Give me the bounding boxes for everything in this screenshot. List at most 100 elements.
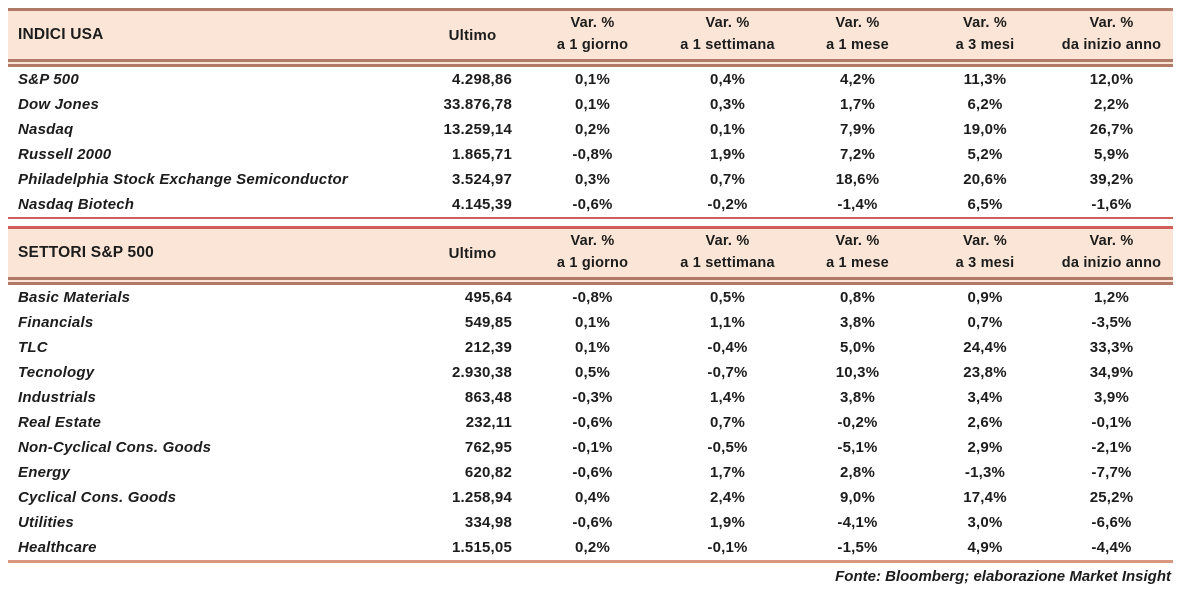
table-row: Industrials 863,48 -0,3% 1,4% 3,8% 3,4% 3,9% xyxy=(8,385,1173,410)
row-name: Basic Materials xyxy=(18,289,131,306)
var-value-0: 0,4% xyxy=(575,489,610,506)
var-value-2: 4,2% xyxy=(840,71,875,88)
ultimo-value: 212,39 xyxy=(464,339,512,356)
row-name: Dow Jones xyxy=(18,96,99,113)
row-name: Nasdaq Biotech xyxy=(18,196,135,213)
var-value-0: -0,6% xyxy=(572,414,613,431)
var-value-2: 3,8% xyxy=(840,314,875,331)
var-value-2: 2,8% xyxy=(840,464,875,481)
var-value-1: -0,1% xyxy=(707,539,748,556)
var-value-0: 0,1% xyxy=(575,96,610,113)
var-value-2: 18,6% xyxy=(835,171,880,188)
var-value-0: -0,6% xyxy=(572,196,613,213)
var-value-0: -0,3% xyxy=(572,389,613,406)
var-value-3: 6,2% xyxy=(967,96,1003,113)
table-row: S&P 500 4.298,86 0,1% 0,4% 4,2% 11,3% 12,0% xyxy=(8,67,1173,92)
var-value-1: 2,4% xyxy=(710,489,745,506)
var-value-2: -5,1% xyxy=(837,439,878,456)
var-value-4: 5,9% xyxy=(1094,146,1129,163)
var-label-line1: Var. % xyxy=(835,233,880,250)
var-value-0: -0,8% xyxy=(572,146,613,163)
var-value-2: -1,5% xyxy=(837,539,878,556)
col-header-var-1-mese: Var. % a 1 mese xyxy=(795,231,920,275)
var-value-0: -0,1% xyxy=(572,439,613,456)
row-name: Non-Cyclical Cons. Goods xyxy=(18,439,212,456)
row-name: Nasdaq xyxy=(18,121,74,138)
ultimo-value: 334,98 xyxy=(464,514,512,531)
col-header-ultimo: Ultimo xyxy=(448,26,497,44)
var-label-line2: da inizio anno xyxy=(1061,37,1162,53)
col-header-var-1-settimana: Var. % a 1 settimana xyxy=(660,13,795,57)
var-value-2: -4,1% xyxy=(837,514,878,531)
row-name: Tecnology xyxy=(18,364,95,381)
var-value-2: 0,8% xyxy=(840,289,875,306)
var-value-3: 24,4% xyxy=(963,339,1007,356)
var-label-line1: Var. % xyxy=(570,233,615,250)
source-note: Fonte: Bloomberg; elaborazione Market In… xyxy=(835,568,1171,585)
var-label-line1: Var. % xyxy=(705,233,750,250)
var-value-1: 0,7% xyxy=(710,414,745,431)
var-value-4: -4,4% xyxy=(1091,539,1132,556)
var-label-line2: da inizio anno xyxy=(1061,255,1162,271)
table-row: Russell 2000 1.865,71 -0,8% 1,9% 7,2% 5,2% 5,9… xyxy=(8,142,1173,167)
indici-usa-table: INDICI USA Ultimo Var. % a 1 giorno Var.… xyxy=(8,8,1173,219)
col-header-var-1-mese: Var. % a 1 mese xyxy=(795,13,920,57)
var-value-1: 1,4% xyxy=(710,389,745,406)
var-value-0: 0,5% xyxy=(575,364,610,381)
table-title: SETTORI S&P 500 xyxy=(18,244,154,261)
settori-sp500-table: SETTORI S&P 500 Ultimo Var. % a 1 giorno… xyxy=(8,226,1173,563)
var-label-line2: a 1 mese xyxy=(826,255,889,271)
ultimo-value: 1.515,05 xyxy=(452,539,512,556)
col-header-var-3-mesi: Var. % a 3 mesi xyxy=(920,13,1050,57)
var-value-0: 0,1% xyxy=(575,314,610,331)
ultimo-value: 4.298,86 xyxy=(452,71,512,88)
var-value-3: 17,4% xyxy=(963,489,1007,506)
table-row: Nasdaq Biotech 4.145,39 -0,6% -0,2% -1,4% 6,5… xyxy=(8,192,1173,217)
var-value-2: 10,3% xyxy=(835,364,880,381)
var-value-4: -6,6% xyxy=(1091,514,1132,531)
table-row: Utilities 334,98 -0,6% 1,9% -4,1% 3,0% -6,6% xyxy=(8,510,1173,535)
var-value-2: 7,2% xyxy=(840,146,875,163)
var-value-2: -1,4% xyxy=(837,196,878,213)
row-name: Philadelphia Stock Exchange Semiconducto… xyxy=(18,171,348,188)
var-value-2: 9,0% xyxy=(840,489,875,506)
var-value-0: -0,6% xyxy=(572,514,613,531)
row-name: Energy xyxy=(18,464,71,481)
var-label-line1: Var. % xyxy=(570,15,615,32)
var-value-3: 2,6% xyxy=(967,414,1003,431)
var-value-2: 3,8% xyxy=(840,389,875,406)
var-label-line2: a 1 giorno xyxy=(556,37,629,53)
col-header-var-inizio-anno: Var. % da inizio anno xyxy=(1050,231,1173,275)
var-value-1: 0,4% xyxy=(710,71,745,88)
var-value-3: 0,7% xyxy=(967,314,1003,331)
var-value-1: 1,7% xyxy=(710,464,745,481)
table-row: Nasdaq 13.259,14 0,2% 0,1% 7,9% 19,0% 26,7% xyxy=(8,117,1173,142)
var-value-1: -0,7% xyxy=(707,364,748,381)
var-value-2: 1,7% xyxy=(840,96,875,113)
var-value-0: -0,6% xyxy=(572,464,613,481)
col-header-var-3-mesi: Var. % a 3 mesi xyxy=(920,231,1050,275)
var-value-0: 0,2% xyxy=(575,121,610,138)
table-row: Philadelphia Stock Exchange Semiconducto… xyxy=(8,167,1173,192)
var-value-3: -1,3% xyxy=(964,464,1006,481)
ultimo-value: 1.865,71 xyxy=(452,146,512,163)
ultimo-value: 549,85 xyxy=(464,314,512,331)
var-value-3: 19,0% xyxy=(963,121,1007,138)
var-label-line1: Var. % xyxy=(963,233,1007,250)
var-label-line1: Var. % xyxy=(1089,233,1134,250)
var-value-1: 1,9% xyxy=(710,146,745,163)
var-value-3: 2,9% xyxy=(967,439,1003,456)
var-value-4: -2,1% xyxy=(1091,439,1132,456)
var-label-line2: a 3 mesi xyxy=(955,255,1015,271)
var-value-1: -0,4% xyxy=(707,339,748,356)
table-row: Tecnology 2.930,38 0,5% -0,7% 10,3% 23,8% 34,9… xyxy=(8,360,1173,385)
row-name: TLC xyxy=(18,339,48,356)
col-header-var-inizio-anno: Var. % da inizio anno xyxy=(1050,13,1173,57)
var-value-2: -0,2% xyxy=(837,414,878,431)
row-name: Cyclical Cons. Goods xyxy=(18,489,177,506)
table-row: Dow Jones 33.876,78 0,1% 0,3% 1,7% 6,2% 2,2% xyxy=(8,92,1173,117)
ultimo-value: 495,64 xyxy=(464,289,512,306)
ultimo-value: 13.259,14 xyxy=(443,121,512,138)
table-row: Real Estate 232,11 -0,6% 0,7% -0,2% 2,6% -0,1% xyxy=(8,410,1173,435)
